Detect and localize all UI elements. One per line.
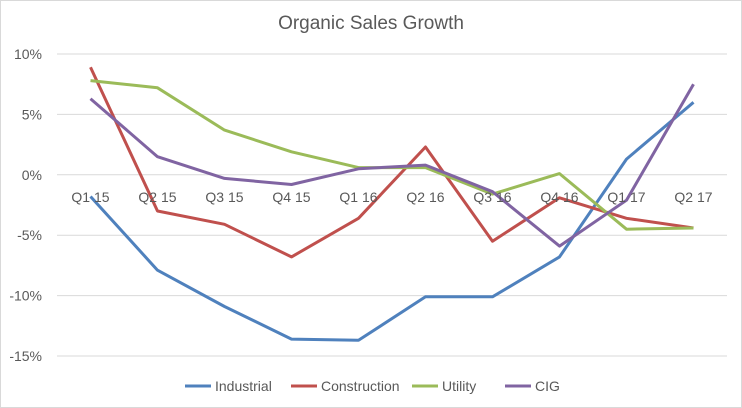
x-tick-label: Q1 15 [71, 189, 109, 205]
x-tick-label: Q3 15 [205, 189, 243, 205]
legend-label: Industrial [215, 378, 272, 394]
y-tick-label: -10% [9, 288, 42, 304]
y-tick-label: -15% [9, 348, 42, 364]
legend-item-cig: CIG [505, 378, 560, 394]
series-line-construction [89, 66, 694, 259]
y-tick-label: 10% [14, 46, 42, 62]
legend-item-construction: Construction [291, 378, 400, 394]
x-tick-label: Q1 17 [607, 189, 645, 205]
legend-label: CIG [535, 378, 560, 394]
x-tick-label: Q3 16 [473, 189, 511, 205]
x-tick-label: Q1 16 [339, 189, 377, 205]
series-line-cig [89, 83, 695, 248]
legend-item-industrial: Industrial [185, 378, 272, 394]
y-tick-label: 0% [22, 167, 42, 183]
legend-label: Construction [321, 378, 400, 394]
x-tick-label: Q2 15 [138, 189, 176, 205]
series-line-industrial [89, 101, 695, 342]
chart-title: Organic Sales Growth [278, 13, 464, 34]
x-tick-label: Q4 16 [540, 189, 578, 205]
x-tick-label: Q4 15 [272, 189, 310, 205]
y-tick-label: 5% [22, 106, 42, 122]
legend-label: Utility [442, 378, 476, 394]
legend-item-utility: Utility [412, 378, 476, 394]
x-tick-label: Q2 17 [674, 189, 712, 205]
series-line-utility [90, 79, 694, 231]
y-tick-label: -5% [17, 227, 42, 243]
x-tick-label: Q2 16 [406, 189, 444, 205]
